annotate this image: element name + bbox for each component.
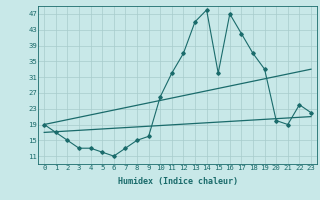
X-axis label: Humidex (Indice chaleur): Humidex (Indice chaleur) [118, 177, 238, 186]
